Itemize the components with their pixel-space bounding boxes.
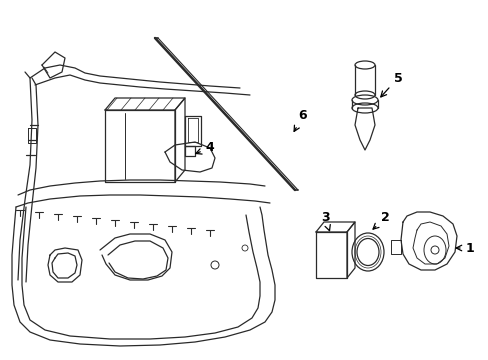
Text: 3: 3 bbox=[320, 211, 329, 231]
Text: 4: 4 bbox=[196, 141, 214, 154]
Text: 5: 5 bbox=[380, 72, 402, 97]
Text: 6: 6 bbox=[293, 109, 306, 131]
Text: 2: 2 bbox=[372, 211, 388, 229]
Text: 1: 1 bbox=[455, 242, 473, 255]
